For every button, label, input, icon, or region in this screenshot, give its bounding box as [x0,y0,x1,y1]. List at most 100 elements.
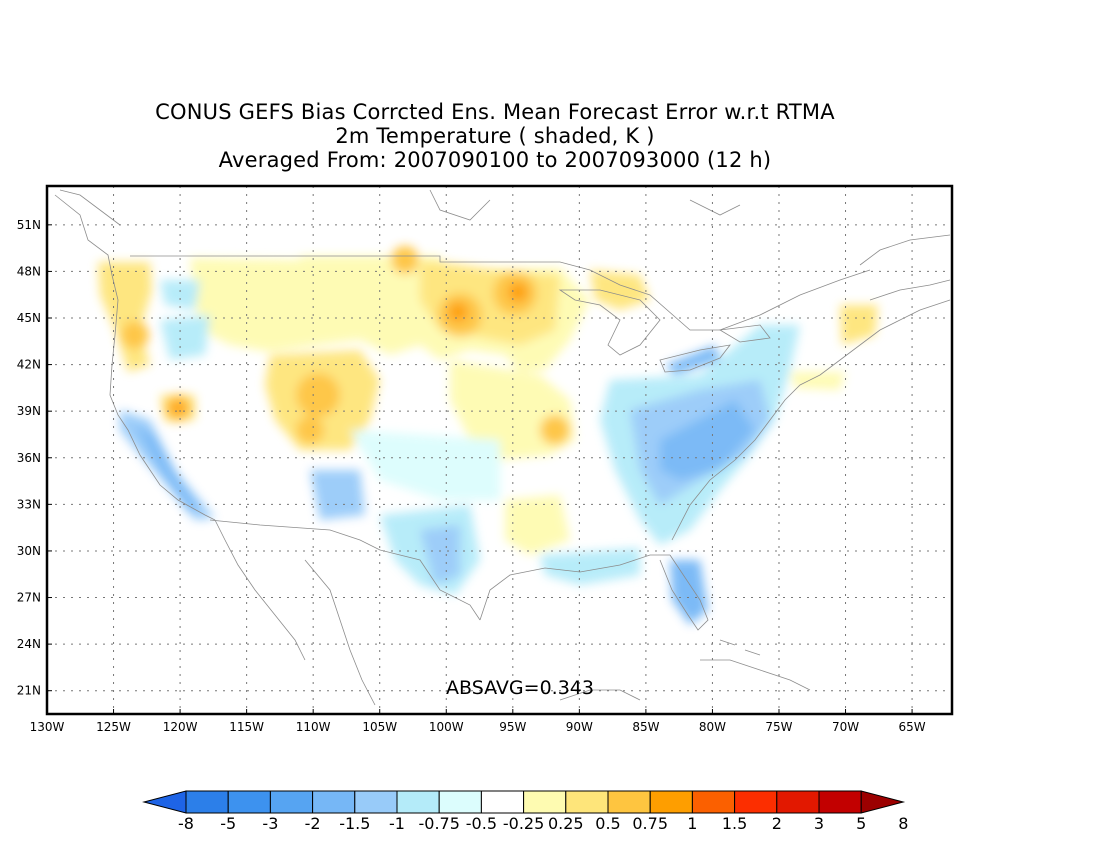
lat-tick-label: 36N [17,451,41,465]
colorbar: -8 -5 -3 -2 -1.5 -1 -0.75 -0.5 -0.25 0.25 0.5 0.75 1… [142,790,908,833]
colorbar-label: -0.5 [466,814,497,833]
baja-line [214,519,306,661]
cuba-line [700,659,811,691]
lon-tick-label: 105W [362,720,397,734]
colorbar-label: 0.5 [595,814,620,833]
gulf-coast-line [479,554,670,621]
colorbar-swatch [818,790,862,814]
colorbar-swatch [480,790,525,814]
warm-region-great-lakes [590,270,650,310]
colorbar-swatch [776,790,820,814]
colorbar-label: 0.75 [632,814,668,833]
bahamas-line [719,639,761,656]
lon-tick-label: 80W [699,720,726,734]
warm-region-northeast [840,305,878,345]
florida-line [659,554,709,631]
lon-tick-label: 90W [566,720,593,734]
colorbar-swatch [607,790,651,814]
coastlines [54,189,951,706]
colorbar-swatch [354,790,398,814]
cool-region-appalachian [660,400,755,480]
lat-tick-label: 45N [17,311,41,325]
colorbar-swatch [312,790,356,814]
colorbar-label: 8 [898,814,908,833]
cool-region-idaho [160,315,210,360]
cool-region-florida [670,560,708,625]
colorbar-label: 1.5 [722,814,747,833]
colorbar-label: -0.25 [503,814,544,833]
lon-tick-label: 70W [832,720,859,734]
warm-region-texas-east [505,495,570,555]
colorbar-swatch [565,790,609,814]
lon-tick-label: 110W [296,720,331,734]
lat-tick-label: 51N [17,218,41,232]
lat-tick-label: 33N [17,497,41,511]
lon-tick-label: 65W [899,720,926,734]
us-mexico-border [209,519,481,621]
cool-region-texas-inner [420,525,460,585]
warm-core-montana [391,246,419,274]
cool-region-montana-west [160,280,200,310]
title-line-3: Averaged From: 2007090100 to 2007093000 … [218,148,772,172]
lat-tick-label: 48N [17,264,41,278]
colorbar-swatch [734,790,778,814]
colorbar-swatch [649,790,693,814]
latitude-labels: 51N 48N 45N 42N 39N 36N 33N 30N 27N 24N 21N [17,218,52,698]
title-line-2: 2m Temperature ( shaded, K ) [335,124,655,148]
warm-core-dakota-inner [448,302,468,322]
warm-core-colorado [296,373,340,417]
colorbar-swatch [523,790,567,814]
title-line-1: CONUS GEFS Bias Corrcted Ens. Mean Forec… [155,100,835,124]
colorbar-swatch [396,790,440,814]
lat-tick-label: 42N [17,358,41,372]
lat-tick-label: 21N [17,684,41,698]
colorbar-label: 0.25 [548,814,584,833]
lat-tick-label: 27N [17,591,41,605]
lon-tick-label: 115W [229,720,264,734]
cool-region-california-inner [135,425,200,512]
colorbar-label: 3 [814,814,824,833]
colorbar-swatch [438,790,482,814]
warm-region-northwest [98,262,152,372]
colorbar-label: -3 [262,814,278,833]
lon-tick-label: 100W [429,720,464,734]
cool-region-gulf [540,548,640,585]
warm-core-arkansas [540,415,570,445]
warm-core-oregon [121,321,149,349]
lon-tick-label: 95W [499,720,526,734]
plot-frame [45,184,954,716]
colorbar-label: -1 [389,814,405,833]
gridlines [47,186,952,714]
lat-tick-label: 24N [17,637,41,651]
colorbar-label: 1 [687,814,697,833]
lat-tick-label: 30N [17,544,41,558]
canada-coast-north [59,189,951,266]
colorbar-label: -8 [178,814,194,833]
warm-core-nevada-inner [171,401,185,415]
map-title: CONUS GEFS Bias Corrcted Ens. Mean Forec… [0,100,990,172]
nova-scotia-line [869,279,951,301]
great-lakes-outline [558,289,771,373]
colorbar-label: 5 [856,814,866,833]
us-canada-border [130,255,871,331]
lon-tick-label: 130W [30,720,65,734]
longitude-labels: 130W 125W 120W 115W 110W 105W 100W 95W 90W 85W 80W… [30,709,926,734]
colorbar-label: -2 [305,814,321,833]
colorbar-swatch [227,790,271,814]
west-coast-line [54,194,216,521]
colorbar-swatch [269,790,314,814]
cool-region-arizona [310,470,365,520]
colorbar-arrow-high [860,790,906,814]
colorbar-label: -1.5 [339,814,370,833]
colorbar-swatch [691,790,736,814]
mexico-gulf-line [304,559,376,706]
lon-tick-label: 125W [96,720,131,734]
warm-core-utah [296,416,324,444]
cool-region-southwest [350,430,500,500]
absavg-label: ABSAVG=0.343 [446,677,594,699]
colorbar-label: -0.75 [418,814,459,833]
lat-tick-label: 39N [17,404,41,418]
colorbar-swatch [185,790,229,814]
colorbar-arrow-low [142,790,187,814]
